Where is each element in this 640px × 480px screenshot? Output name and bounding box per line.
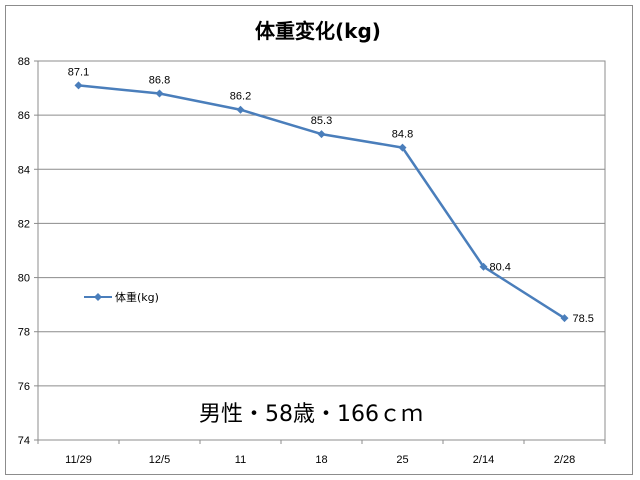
- data-label: 78.5: [573, 313, 594, 325]
- x-tick-label: 12/5: [149, 454, 170, 466]
- legend-marker: [94, 293, 102, 301]
- legend-label: 体重(kg): [115, 290, 159, 304]
- x-tick-label: 2/14: [473, 454, 494, 466]
- data-label: 86.8: [149, 74, 170, 86]
- x-tick-label: 11: [235, 454, 246, 466]
- chart-frame: [5, 5, 633, 475]
- data-label: 86.2: [230, 91, 251, 103]
- annotation-text: 男性・58歳・166ｃｍ: [199, 402, 423, 427]
- y-tick-label: 80: [18, 273, 30, 285]
- x-tick-label: 18: [315, 454, 327, 466]
- data-label: 80.4: [490, 262, 511, 274]
- legend: 体重(kg): [84, 290, 159, 304]
- data-point: [560, 314, 569, 323]
- y-tick-label: 86: [18, 110, 30, 122]
- y-axis-ticks: 74 76 78 80 82 84 86 88: [18, 56, 38, 447]
- data-point: [479, 262, 488, 271]
- y-tick-label: 78: [18, 327, 30, 339]
- x-tick-label: 11/29: [65, 454, 92, 466]
- x-tick-label: 25: [396, 454, 408, 466]
- y-tick-label: 82: [18, 218, 30, 230]
- y-tick-label: 84: [18, 164, 30, 176]
- chart-title: 体重変化(kg): [255, 19, 381, 43]
- data-label: 85.3: [311, 115, 332, 127]
- plot-area: [37, 60, 606, 441]
- data-label: 84.8: [392, 129, 413, 141]
- x-axis-ticks: 11/29 12/5 11 18 25 2/14 2/28: [37, 440, 606, 466]
- data-point: [317, 130, 326, 139]
- x-tick-label: 2/28: [554, 454, 575, 466]
- data-point: [236, 105, 245, 114]
- y-tick-label: 76: [18, 381, 30, 393]
- data-point: [398, 143, 407, 152]
- series-layer: 87.1 86.8 86.2 85.3 84.8 80.4 78.5: [68, 66, 594, 325]
- data-label: 87.1: [68, 66, 89, 78]
- data-point: [74, 81, 83, 90]
- y-tick-label: 74: [18, 435, 30, 447]
- y-tick-label: 88: [18, 56, 30, 68]
- data-point: [155, 89, 164, 98]
